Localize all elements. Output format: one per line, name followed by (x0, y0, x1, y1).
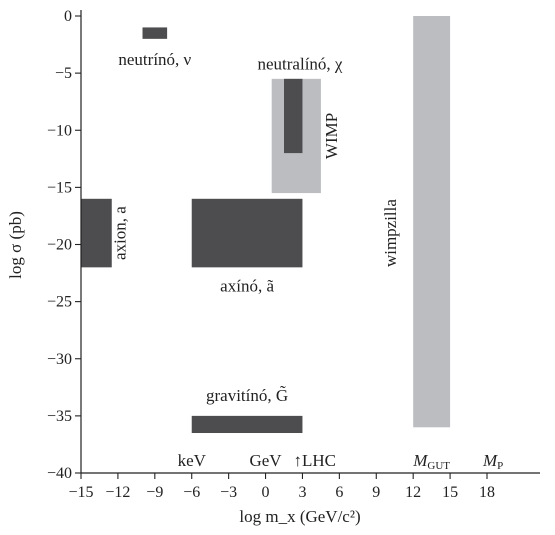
region-gravitino (191, 415, 303, 434)
x-tick-label: −15 (68, 484, 93, 501)
marker-mgut: MGUT (412, 451, 450, 472)
marker-lhc: ↑LHC (294, 451, 337, 470)
y-tick-label: −5 (55, 65, 72, 82)
label-neutralino: neutralínó, χ (258, 55, 343, 74)
marker-kev: keV (178, 451, 207, 470)
region-labels: neutrínó, ν neutralínó, χ WIMP axion, a axín… (110, 50, 400, 405)
label-gravitino: gravitínó, G̃ (206, 386, 288, 405)
y-tick-label: −30 (47, 351, 72, 368)
label-wimp: WIMP (322, 113, 341, 159)
region-neutralino (284, 78, 303, 154)
marker-gev: GeV (249, 451, 282, 470)
x-tick-label: 18 (479, 484, 495, 501)
axes (80, 10, 540, 474)
x-tick-label: −12 (105, 484, 130, 501)
region-wimpzilla (413, 16, 451, 428)
label-axion: axion, a (110, 206, 129, 260)
region-neutrino (142, 27, 168, 39)
y-tick-label: −40 (47, 465, 72, 482)
region-axion (81, 198, 112, 268)
y-tick-label: −10 (47, 122, 72, 139)
y-tick-label: 0 (64, 8, 72, 25)
y-tick-label: −15 (47, 179, 72, 196)
y-axis-title: log σ (pb) (6, 211, 25, 279)
x-tick-label: 15 (442, 484, 458, 501)
x-tick-label: 6 (335, 484, 343, 501)
marker-mp: MP (482, 451, 503, 472)
x-tick-label: 12 (405, 484, 421, 501)
x-ticks: −15 −12 −9 −6 −3 0 3 6 9 12 15 18 (68, 473, 495, 501)
y-tick-label: −25 (47, 294, 72, 311)
scale-markers: keV GeV ↑LHC MGUT MP (178, 451, 504, 472)
x-axis-title: log m_x (GeV/c²) (239, 507, 360, 526)
y-ticks: 0 −5 −10 −15 −20 −25 −30 −35 −40 (47, 8, 81, 482)
x-tick-label: 3 (298, 484, 306, 501)
x-tick-label: −9 (146, 484, 163, 501)
label-axino: axínó, ã (220, 276, 274, 295)
x-tick-label: −3 (220, 484, 237, 501)
label-wimpzilla: wimpzilla (381, 199, 400, 267)
region-axino (191, 198, 303, 268)
y-tick-label: −35 (47, 408, 72, 425)
x-tick-label: −6 (183, 484, 200, 501)
regions (81, 16, 451, 434)
x-tick-label: 9 (372, 484, 380, 501)
x-tick-label: 0 (262, 484, 270, 501)
y-tick-label: −20 (47, 237, 72, 254)
label-neutrino: neutrínó, ν (118, 50, 191, 69)
